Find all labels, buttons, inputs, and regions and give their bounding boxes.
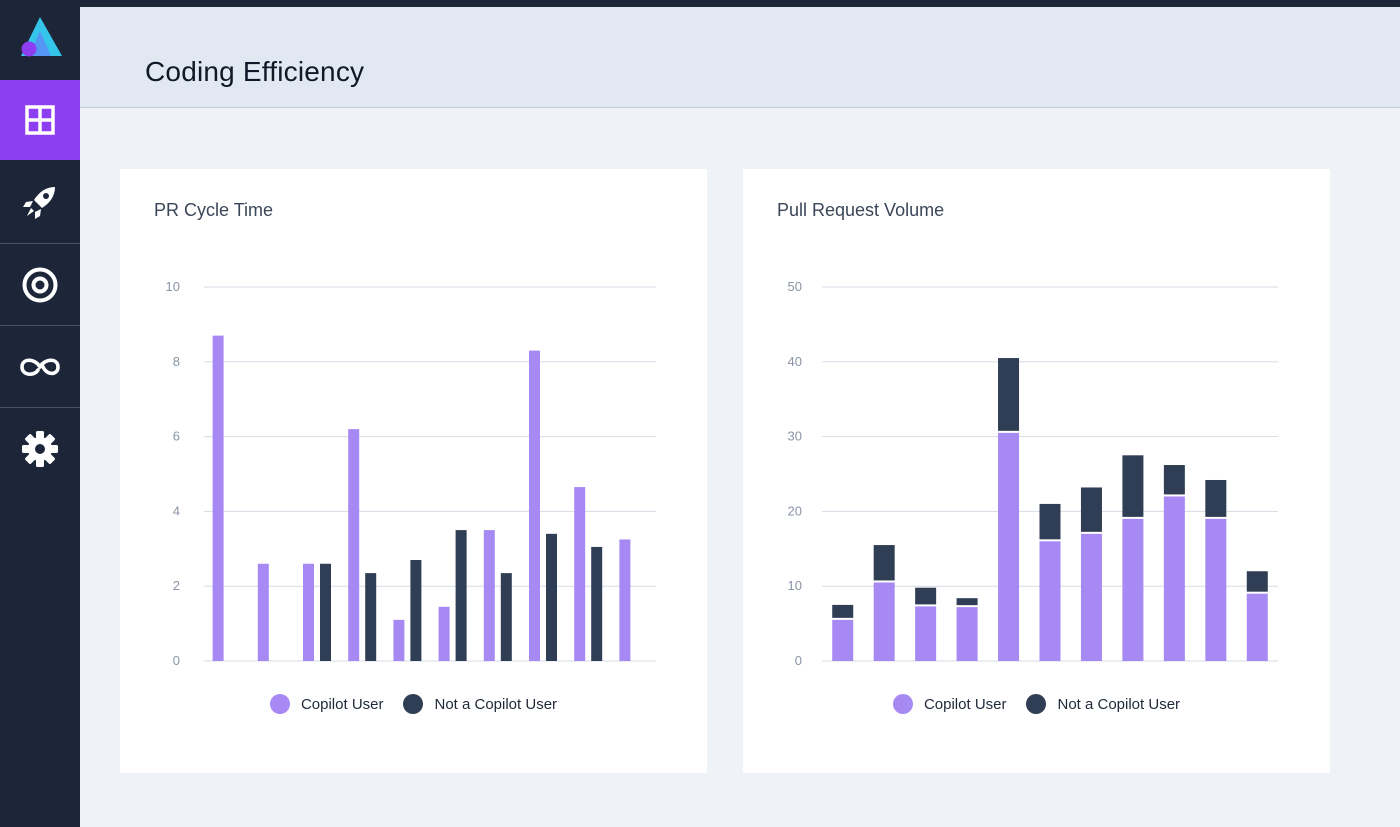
page-header: Coding Efficiency [80,7,1400,108]
legend-label: Copilot User [300,695,384,713]
bar-copilot[interactable] [619,539,631,661]
legend-swatch-copilot [892,694,913,714]
bar-not-copilot[interactable] [1246,571,1268,592]
chart-card-pr-cycle-time: PR Cycle Time 0 2 4 6 8 10 Copilot User Not a… [120,169,707,773]
chart-card-pull-request-volume: Pull Request Volume 0 10 20 30 40 50 Copilot … [743,169,1330,773]
bar-not-copilot[interactable] [591,546,603,661]
y-tick-label: 10 [788,578,802,593]
bar-copilot[interactable] [1039,541,1061,661]
legend-item-copilot: Copilot User [892,694,1007,714]
pr-cycle-time-chart: 0 2 4 6 8 10 [166,279,656,668]
sidebar-divider [0,243,80,244]
bar-not-copilot[interactable] [832,604,854,618]
y-tick-label: 30 [788,429,802,444]
sidebar [0,0,80,827]
bar-copilot[interactable] [257,563,269,661]
legend-label: Not a Copilot User [1057,695,1181,713]
bar-copilot[interactable] [483,530,495,661]
y-tick-label: 50 [788,279,802,294]
bar-copilot[interactable] [832,619,854,661]
legend-item-copilot: Copilot User [269,694,384,714]
infinity-icon [20,358,60,376]
y-tick-label: 2 [173,578,180,593]
bar-not-copilot[interactable] [998,358,1020,431]
bar-copilot[interactable] [574,487,586,661]
legend-label: Not a Copilot User [434,695,558,713]
bar-copilot[interactable] [998,432,1020,661]
bar-not-copilot[interactable] [915,587,937,605]
bar-not-copilot[interactable] [1080,487,1102,532]
sidebar-divider [0,325,80,326]
y-tick-label: 8 [173,354,180,369]
legend-item-not-copilot: Not a Copilot User [403,694,557,714]
legend-swatch-not-copilot [403,694,424,714]
y-tick-label: 20 [788,503,802,518]
legend-item-not-copilot: Not a Copilot User [1026,694,1180,714]
bar-not-copilot[interactable] [500,573,512,661]
bar-not-copilot[interactable] [1205,479,1227,517]
page-title: Coding Efficiency [145,56,365,87]
sidebar-item-dashboard[interactable] [0,80,80,160]
bar-copilot[interactable] [1080,533,1102,661]
bar-not-copilot[interactable] [873,545,895,581]
legend-label: Copilot User [923,695,1007,713]
bar-copilot[interactable] [212,335,224,661]
sidebar-item-cycles[interactable] [0,327,80,407]
y-tick-label: 0 [795,653,802,668]
y-tick-label: 4 [173,503,180,518]
legend-swatch-not-copilot [1026,694,1047,714]
bar-copilot[interactable] [873,582,895,661]
dashboard-grid-icon [25,105,55,135]
bar-copilot[interactable] [348,429,360,661]
y-tick-label: 10 [166,279,180,294]
y-tick-label: 40 [788,354,802,369]
bar-copilot[interactable] [956,607,978,661]
bar-copilot[interactable] [1205,518,1227,661]
y-tick-label: 6 [173,429,180,444]
bar-not-copilot[interactable] [320,563,331,661]
bar-not-copilot[interactable] [546,533,557,661]
bar-copilot[interactable] [438,606,450,661]
chart-title: Pull Request Volume [777,200,945,220]
sidebar-divider [0,407,80,408]
legend-swatch-copilot [269,694,290,714]
y-tick-label: 0 [173,653,180,668]
pull-request-volume-chart: 0 10 20 30 40 50 [788,279,1278,668]
chart-title: PR Cycle Time [154,200,274,220]
bar-copilot[interactable] [1122,518,1144,661]
bar-not-copilot[interactable] [1039,503,1061,540]
logo-icon [21,17,62,57]
gear-icon [22,431,58,467]
sidebar-item-goals[interactable] [0,245,80,325]
bar-copilot[interactable] [1163,496,1185,661]
sidebar-item-settings[interactable] [0,409,80,489]
sidebar-item-deployments[interactable] [0,162,80,242]
app-logo[interactable] [0,0,80,80]
bar-copilot[interactable] [393,619,405,661]
chart-legend: Copilot User Not a Copilot User [743,694,1330,714]
top-strip [80,0,1400,7]
bar-not-copilot[interactable] [455,530,467,661]
rocket-icon [23,187,55,219]
bar-not-copilot[interactable] [956,598,978,606]
bar-copilot[interactable] [529,350,540,661]
bar-not-copilot[interactable] [1163,465,1185,495]
bar-not-copilot[interactable] [365,573,377,661]
bar-not-copilot[interactable] [1122,455,1144,517]
bar-not-copilot[interactable] [410,560,422,661]
target-icon [22,267,58,303]
bar-copilot[interactable] [1246,593,1268,661]
bar-copilot[interactable] [915,606,937,661]
bar-copilot[interactable] [303,563,314,661]
chart-legend: Copilot User Not a Copilot User [120,694,707,714]
